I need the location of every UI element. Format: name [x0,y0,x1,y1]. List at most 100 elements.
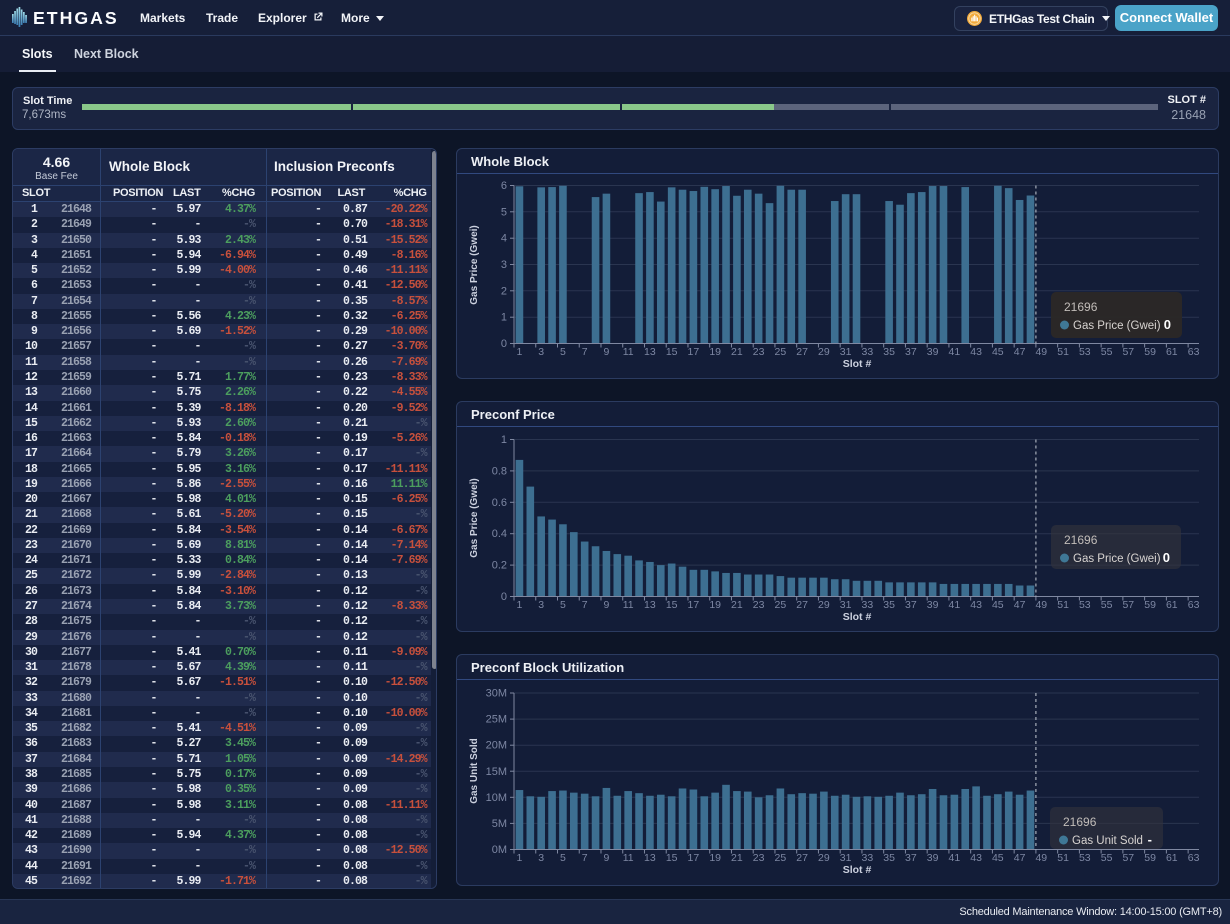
svg-text:5: 5 [560,852,566,864]
svg-text:Slot #: Slot # [843,611,872,623]
svg-text:31: 31 [840,599,852,611]
svg-text:13: 13 [644,852,656,864]
svg-text:63: 63 [1188,346,1200,358]
svg-text:39: 39 [927,599,939,611]
svg-text:7: 7 [582,852,588,864]
svg-text:Slot #: Slot # [843,864,872,876]
svg-text:27: 27 [796,599,808,611]
svg-text:0.4: 0.4 [492,528,507,540]
svg-text:3: 3 [538,599,544,611]
svg-text:9: 9 [603,346,609,358]
svg-text:Gas Price (Gwei): Gas Price (Gwei) [469,478,480,557]
svg-text:25: 25 [775,346,787,358]
svg-text:19: 19 [709,852,721,864]
svg-text:57: 57 [1122,852,1134,864]
svg-text:3: 3 [538,346,544,358]
svg-text:25: 25 [775,599,787,611]
svg-text:41: 41 [949,599,961,611]
svg-text:5: 5 [560,346,566,358]
svg-text:39: 39 [927,346,939,358]
svg-text:Gas Price (Gwei): Gas Price (Gwei) [1073,320,1161,332]
svg-text:20M: 20M [486,740,507,752]
svg-text:1: 1 [501,434,507,446]
svg-text:7: 7 [582,346,588,358]
svg-text:63: 63 [1188,852,1200,864]
svg-text:45: 45 [992,599,1004,611]
svg-text:61: 61 [1166,599,1178,611]
svg-text:23: 23 [753,346,765,358]
svg-text:35: 35 [883,346,895,358]
svg-text:9: 9 [603,599,609,611]
svg-text:45: 45 [992,852,1004,864]
svg-text:25: 25 [775,852,787,864]
svg-text:35: 35 [883,599,895,611]
svg-text:55: 55 [1101,346,1113,358]
svg-text:49: 49 [1035,852,1047,864]
svg-text:0.6: 0.6 [492,497,507,509]
svg-text:39: 39 [927,852,939,864]
svg-text:57: 57 [1122,599,1134,611]
svg-text:11: 11 [623,599,634,611]
svg-text:5: 5 [501,206,507,218]
svg-text:43: 43 [970,346,982,358]
svg-text:41: 41 [949,852,961,864]
svg-text:Gas Unit Sold: Gas Unit Sold [1072,835,1143,847]
svg-text:0.8: 0.8 [492,465,507,477]
svg-text:5M: 5M [492,818,507,830]
svg-text:9: 9 [603,852,609,864]
svg-text:33: 33 [862,852,874,864]
svg-text:51: 51 [1057,346,1069,358]
svg-text:11: 11 [623,852,634,864]
svg-text:29: 29 [818,599,830,611]
svg-text:1: 1 [516,346,522,358]
svg-text:7: 7 [582,599,588,611]
svg-text:6: 6 [501,180,507,192]
svg-text:53: 53 [1079,852,1091,864]
svg-text:27: 27 [796,346,808,358]
svg-text:1: 1 [516,599,522,611]
svg-text:33: 33 [862,599,874,611]
svg-text:0.2: 0.2 [492,560,507,572]
svg-text:15: 15 [666,852,678,864]
svg-text:10M: 10M [486,792,507,804]
svg-text:51: 51 [1057,852,1069,864]
svg-text:15: 15 [666,599,678,611]
svg-text:1: 1 [516,852,522,864]
svg-text:27: 27 [796,852,808,864]
svg-text:45: 45 [992,346,1004,358]
svg-text:21: 21 [731,346,743,358]
svg-text:23: 23 [753,852,765,864]
svg-text:Gas Price (Gwei): Gas Price (Gwei) [469,225,480,304]
svg-text:0: 0 [501,591,507,603]
svg-text:0: 0 [1164,317,1171,332]
svg-text:31: 31 [840,346,852,358]
svg-text:59: 59 [1144,599,1156,611]
svg-text:37: 37 [905,346,917,358]
svg-text:47: 47 [1014,346,1026,358]
svg-text:13: 13 [644,599,656,611]
svg-text:37: 37 [905,852,917,864]
svg-text:53: 53 [1079,599,1091,611]
svg-text:21696: 21696 [1064,533,1098,547]
svg-text:63: 63 [1188,599,1200,611]
svg-text:61: 61 [1166,346,1178,358]
svg-text:43: 43 [970,852,982,864]
svg-text:55: 55 [1101,852,1113,864]
svg-text:15: 15 [666,346,678,358]
svg-text:17: 17 [688,346,700,358]
svg-text:29: 29 [818,852,830,864]
svg-text:31: 31 [840,852,852,864]
svg-text:Gas Unit Sold: Gas Unit Sold [469,738,480,804]
svg-text:53: 53 [1079,346,1091,358]
svg-text:0: 0 [501,338,507,350]
svg-text:Slot #: Slot # [843,358,872,370]
svg-text:21: 21 [731,599,743,611]
svg-text:0M: 0M [492,844,507,856]
svg-text:49: 49 [1035,599,1047,611]
svg-text:47: 47 [1014,852,1026,864]
svg-text:2: 2 [501,285,507,297]
svg-text:3: 3 [501,259,507,271]
svg-text:13: 13 [644,346,656,358]
svg-text:59: 59 [1144,346,1156,358]
svg-text:61: 61 [1166,852,1178,864]
